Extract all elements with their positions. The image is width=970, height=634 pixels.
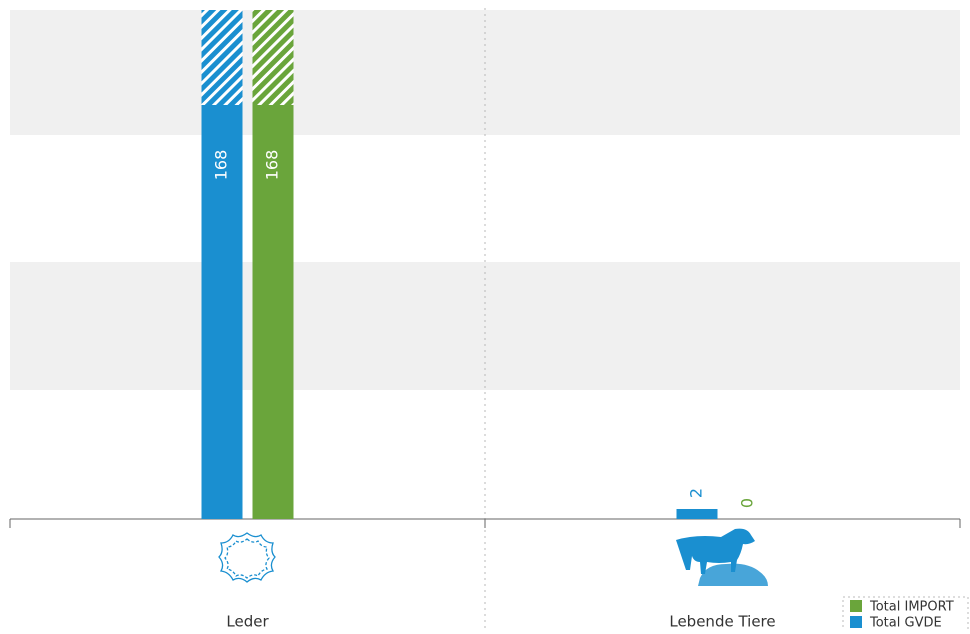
value-label: 168 (263, 150, 282, 181)
bar (676, 509, 718, 519)
cattle-icon (676, 528, 768, 586)
break-hatch (252, 10, 294, 105)
legend-box (842, 596, 969, 634)
bars (201, 10, 718, 519)
x-tick-label: Lebende Tiere (669, 613, 775, 631)
leather-icon (218, 532, 276, 583)
legend-label: Total GVDE (869, 616, 942, 631)
value-label: 0 (738, 498, 757, 508)
band (10, 10, 960, 135)
value-label: 168 (212, 150, 231, 181)
legend-label: Total IMPORT (869, 600, 954, 615)
break-hatch (201, 10, 243, 105)
legend-swatch (850, 600, 862, 612)
value-label: 2 (687, 488, 706, 498)
legend-swatch (850, 616, 862, 628)
x-tick-label: Leder (226, 613, 269, 631)
